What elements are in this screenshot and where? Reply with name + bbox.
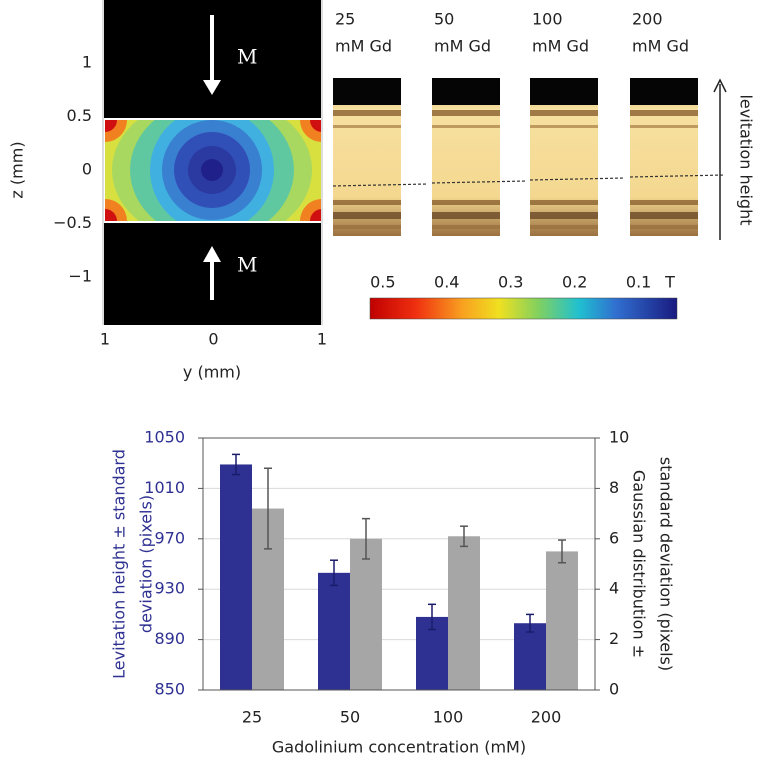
y-tick-label: 970 (154, 528, 185, 547)
bar (546, 551, 578, 690)
sample-label: 100 (532, 10, 563, 29)
colorbar (370, 298, 677, 319)
page: 25mM Gd50mM Gd100mM Gd200mM Gd levitatio… (0, 0, 763, 764)
y-tick-label: 1 (317, 330, 327, 349)
x-axis-title: Gadolinium concentration (mM) (272, 738, 526, 757)
y-tick-label: 1 (100, 330, 110, 349)
sample-band (530, 110, 598, 116)
magnet-label: M (237, 45, 257, 69)
sample-label: 200 (632, 10, 663, 29)
sample-top (530, 78, 598, 105)
sample-band (432, 212, 500, 219)
bar (220, 464, 252, 690)
sample-band (333, 110, 401, 116)
sample-label: mM Gd (532, 37, 589, 56)
colorbar-tick-label: 0.1 (626, 273, 651, 292)
y2-tick-label: 4 (609, 579, 619, 598)
sample-label: 25 (335, 10, 355, 29)
y-axis-title: deviation (pixels) (137, 495, 156, 633)
y2-axis-title: Gaussian distribution ± (630, 470, 649, 658)
z-tick-label: 0.5 (67, 106, 92, 125)
sample-band (630, 212, 698, 219)
colorbar-tick-label: 0.4 (434, 273, 459, 292)
sample-band (630, 125, 698, 128)
x-tick-label: 100 (433, 708, 464, 727)
sample-band (530, 125, 598, 128)
sample-band (530, 212, 598, 219)
sample-band (530, 200, 598, 205)
y-tick-label: 0 (208, 330, 218, 349)
bar-chart: 850 890 930 970 1010 1050 0 2 4 6 8 10 25 50 100 200 Gad… (110, 428, 676, 757)
y-tick-label: 930 (154, 579, 185, 598)
sample-images: 25 mM Gd 50 mM Gd 100 mM Gd 200 mM Gd (333, 10, 725, 237)
z-tick-label: 0 (82, 159, 92, 178)
bar (350, 539, 382, 690)
y2-tick-label: 8 (609, 478, 619, 497)
y2-tick-label: 6 (609, 528, 619, 547)
sample-band (333, 212, 401, 219)
sample-label: mM Gd (434, 37, 491, 56)
colorbar-tick-label: 0.2 (562, 273, 587, 292)
y2-tick-label: 2 (609, 629, 619, 648)
y-axis-title: Levitation height ± standard (110, 449, 129, 679)
bar (318, 573, 350, 690)
sample-band (432, 125, 500, 128)
sample-label: 50 (434, 10, 454, 29)
x-tick-label: 50 (340, 708, 360, 727)
sample-band (333, 200, 401, 205)
sample-band (432, 225, 500, 229)
sample-band (630, 225, 698, 229)
magnet-label: M (237, 253, 257, 277)
x-axis-title: y (mm) (183, 363, 241, 382)
colorbar-tick-label: 0.3 (498, 273, 523, 292)
sample-band (630, 200, 698, 205)
y-tick-label: 1050 (144, 428, 185, 447)
sample-band (630, 110, 698, 116)
sample-label: mM Gd (335, 37, 392, 56)
y-tick-label: 1010 (144, 478, 185, 497)
field-map (83, 0, 344, 325)
bar (448, 536, 480, 690)
sample-band (530, 225, 598, 229)
sample-top (432, 78, 500, 105)
sample-band (432, 110, 500, 116)
figure: 25mM Gd50mM Gd100mM Gd200mM Gd levitatio… (0, 0, 763, 764)
y-tick-label: 890 (154, 629, 185, 648)
y2-tick-label: 0 (609, 680, 619, 699)
x-tick-label: 25 (242, 708, 262, 727)
z-tick-label: 1 (82, 53, 92, 72)
y-tick-label: 850 (154, 680, 185, 699)
sample-label: mM Gd (632, 37, 689, 56)
colorbar-unit: T (664, 273, 675, 292)
side-label: levitation height (737, 94, 756, 225)
y-axis-title: z (mm) (8, 141, 27, 198)
sample-band (333, 125, 401, 128)
y2-axis-title: standard deviation (pixels) (657, 457, 676, 671)
x-tick-label: 200 (531, 708, 562, 727)
z-tick-label: −0.5 (53, 213, 92, 232)
sample-band (432, 200, 500, 205)
bar (514, 623, 546, 690)
z-tick-label: −1 (68, 266, 92, 285)
sample-band (333, 225, 401, 229)
sample-top (333, 78, 401, 105)
colorbar-tick-label: 0.5 (370, 273, 395, 292)
sample-top (630, 78, 698, 105)
y2-tick-label: 10 (609, 428, 629, 447)
